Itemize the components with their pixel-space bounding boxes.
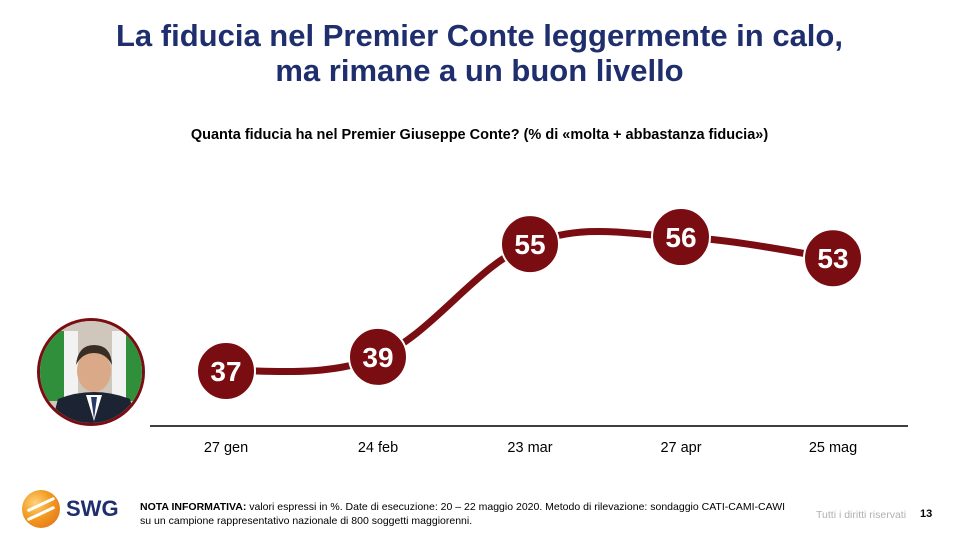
data-point xyxy=(803,228,863,289)
title-line-2: ma rimane a un buon livello xyxy=(275,53,684,88)
data-label: 39 xyxy=(362,342,393,373)
data-label: 53 xyxy=(817,243,848,274)
data-point xyxy=(651,207,711,268)
data-point xyxy=(196,341,256,401)
data-label: 56 xyxy=(665,222,696,253)
footnote-label: NOTA INFORMATIVA: xyxy=(140,501,247,513)
x-tick-label: 25 mag xyxy=(809,440,857,456)
x-tick-label: 27 apr xyxy=(660,440,701,456)
title-line-1: La fiducia nel Premier Conte leggermente… xyxy=(116,18,843,53)
x-tick-label: 23 mar xyxy=(507,440,552,456)
x-tick-label: 27 gen xyxy=(204,440,248,456)
globe-icon xyxy=(22,490,60,528)
swg-logo: SWG xyxy=(22,490,132,530)
page-title: La fiducia nel Premier Conte leggermente… xyxy=(0,18,959,88)
data-label: 37 xyxy=(210,356,241,387)
premier-portrait xyxy=(37,318,145,426)
data-point xyxy=(348,326,408,387)
data-point xyxy=(500,214,560,275)
page-number: 13 xyxy=(920,508,933,520)
footnote-text: valori espressi in %. Date di esecuzione… xyxy=(140,501,786,527)
x-tick-label: 24 feb xyxy=(358,440,398,456)
rights-notice: Tutti i diritti riservati xyxy=(816,509,907,521)
footnote: NOTA INFORMATIVA: valori espressi in %. … xyxy=(140,500,790,528)
logo-text: SWG xyxy=(66,496,119,521)
data-label: 55 xyxy=(514,229,545,260)
chart-question: Quanta fiducia ha nel Premier Giuseppe C… xyxy=(190,127,769,143)
